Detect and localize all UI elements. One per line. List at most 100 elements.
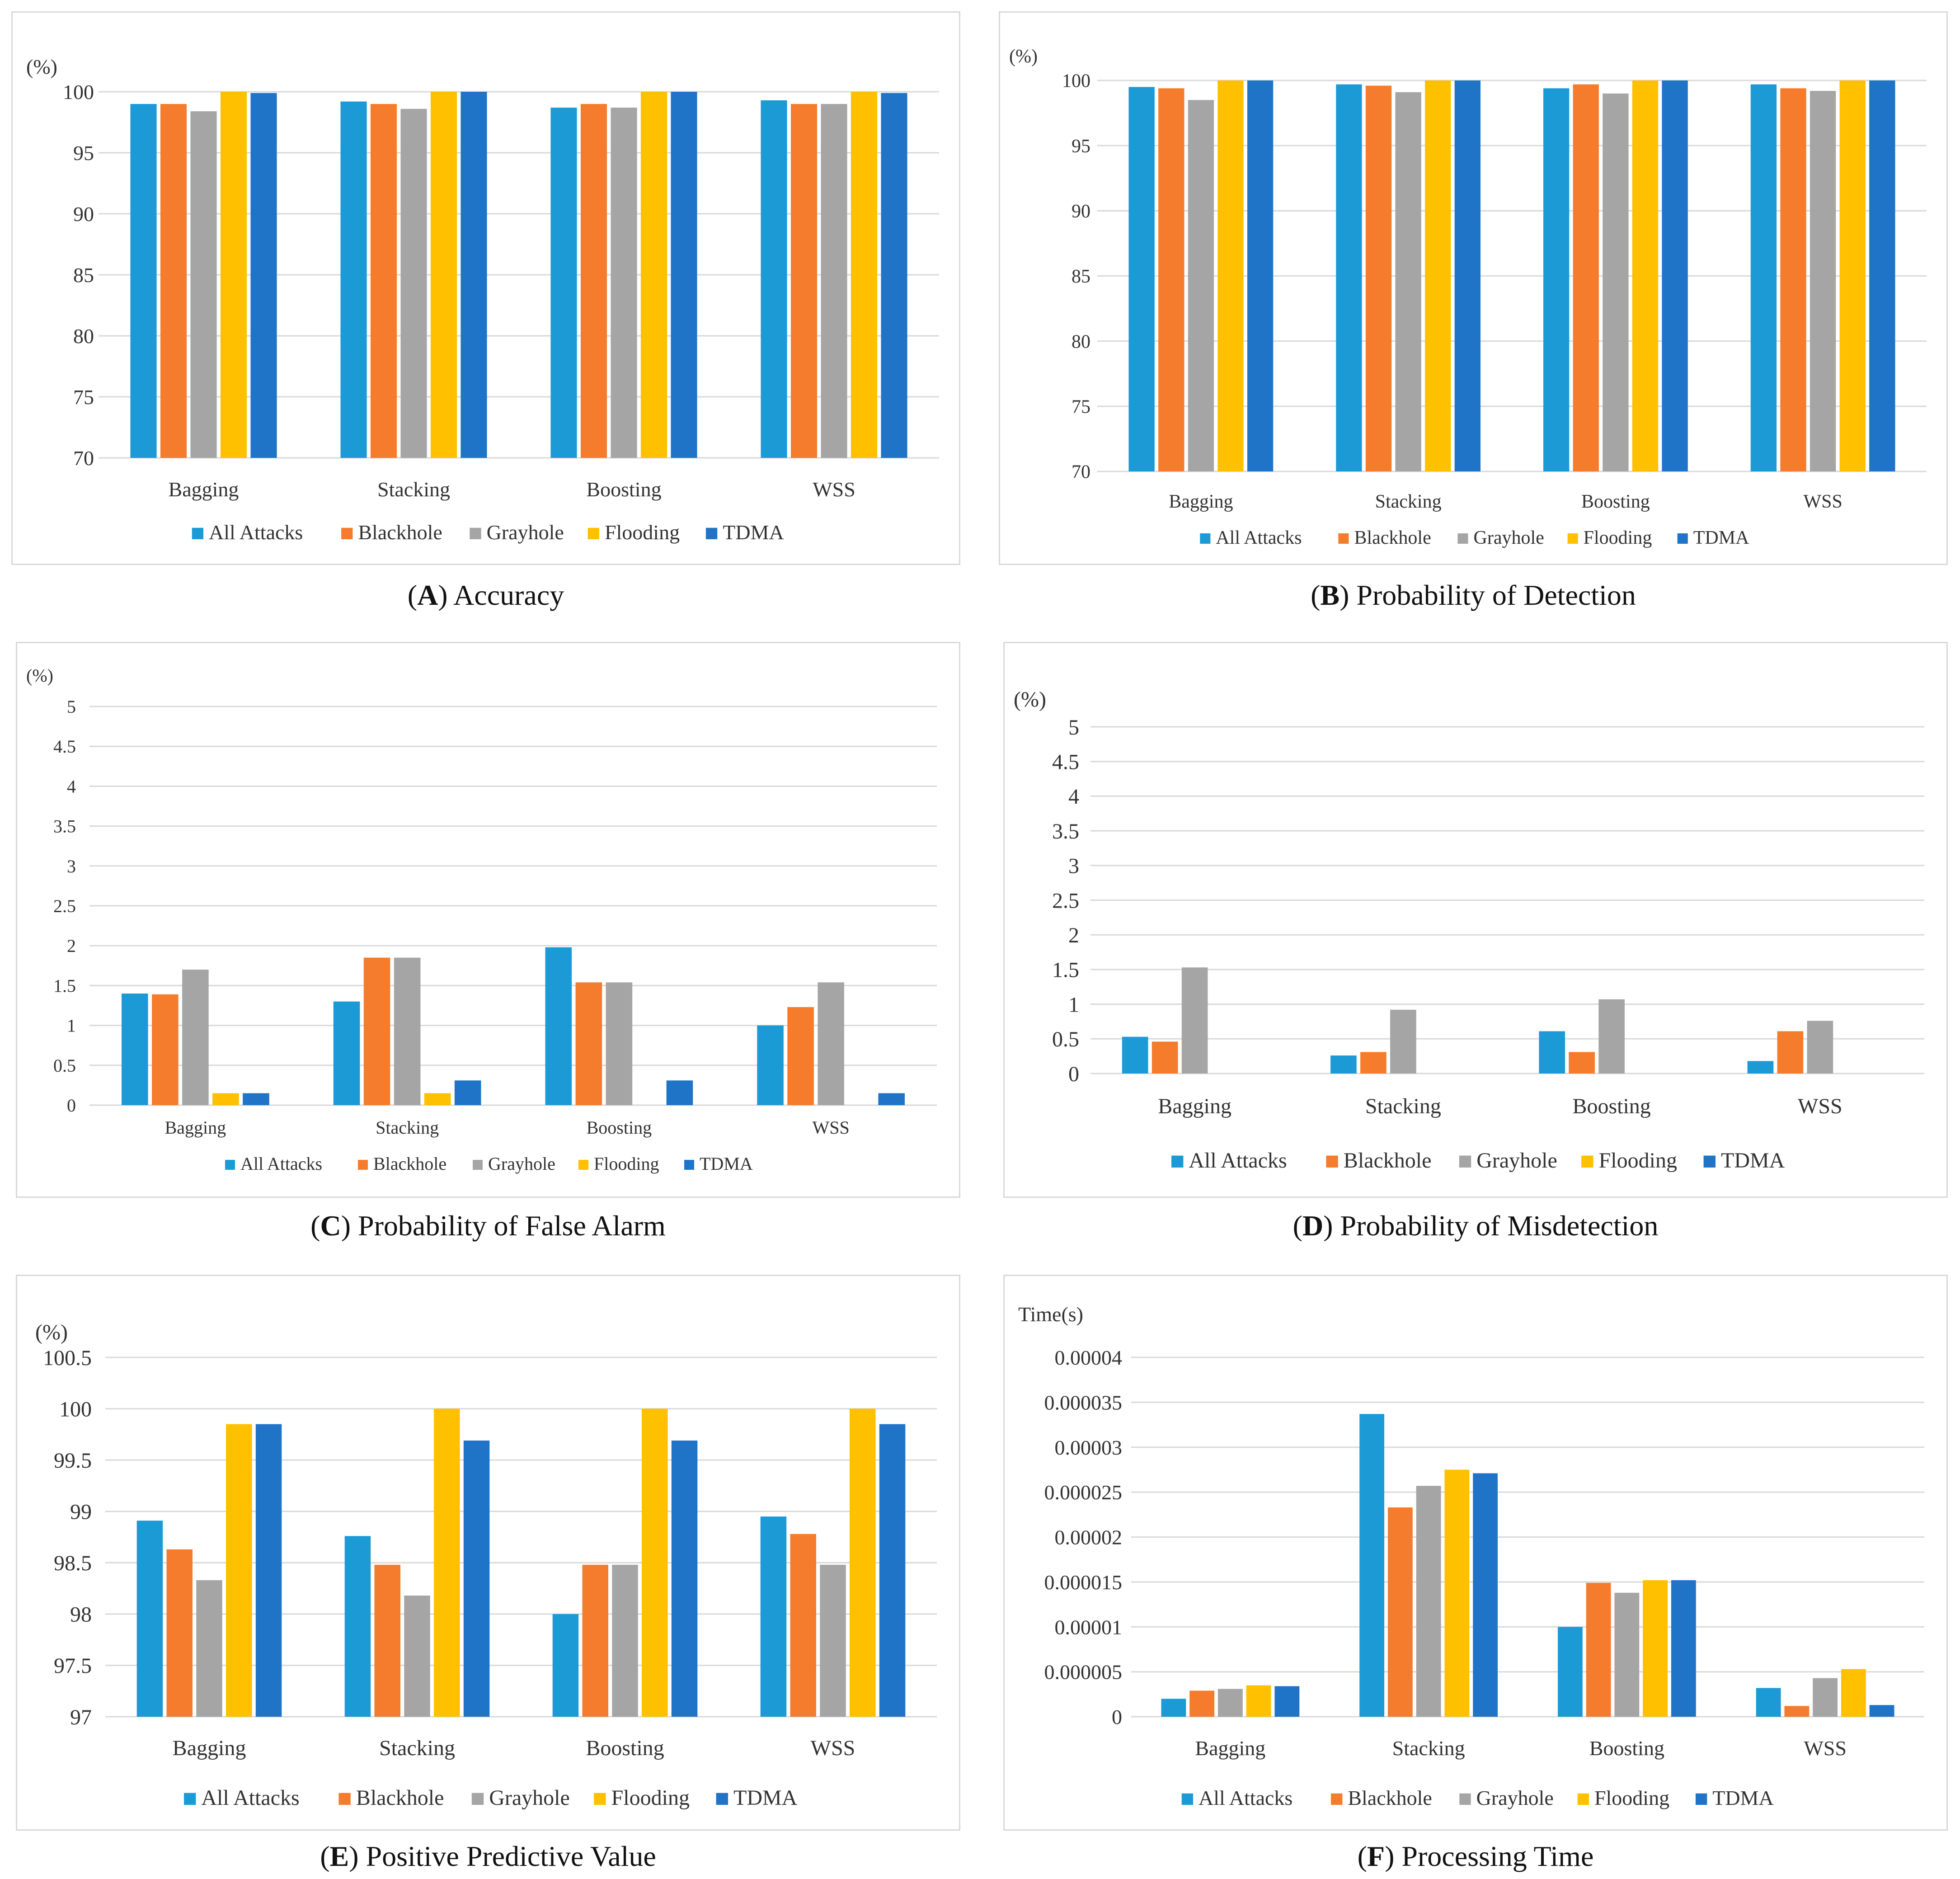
x-category-label: Boosting — [586, 1736, 664, 1760]
bar-grayhole-stacking — [400, 108, 427, 458]
y-axis-label: (%) — [1014, 688, 1046, 711]
y-tick-label: 80 — [73, 325, 94, 348]
bar-blackhole-stacking — [374, 1564, 400, 1717]
legend-label-tdma: TDMA — [1712, 1786, 1773, 1809]
bar-all-attacks-wss — [760, 1516, 787, 1717]
y-tick-label: 0.000025 — [1044, 1481, 1123, 1504]
bar-tdma-wss — [1869, 80, 1895, 471]
bar-blackhole-stacking — [1360, 1052, 1387, 1074]
y-tick-label: 0 — [67, 1095, 76, 1116]
legend-label-blackhole: Blackhole — [358, 521, 442, 544]
legend-swatch-tdma — [1677, 533, 1688, 544]
legend-swatch-tdma — [705, 527, 718, 539]
y-tick-label: 3.5 — [53, 816, 76, 837]
legend-swatch-all-attacks — [184, 1793, 196, 1805]
caption-processing-time: (F) Processing Time — [1357, 1840, 1594, 1872]
x-category-label: Stacking — [377, 478, 450, 501]
y-axis-label: (%) — [1009, 46, 1038, 67]
legend-label-flooding: Flooding — [1599, 1149, 1677, 1173]
bar-flooding-boosting — [1643, 1580, 1668, 1717]
bar-all-attacks-stacking — [1330, 1055, 1357, 1074]
legend-swatch-blackhole — [1331, 1793, 1343, 1805]
legend-label-blackhole: Blackhole — [1354, 527, 1431, 548]
y-axis-label: (%) — [26, 55, 57, 78]
legend-swatch-all-attacks — [1181, 1793, 1194, 1805]
bar-grayhole-wss — [1807, 1021, 1833, 1074]
bar-grayhole-wss — [1810, 91, 1836, 472]
legend-label-grayhole: Grayhole — [487, 521, 564, 544]
legend-label-all-attacks: All Attacks — [201, 1786, 299, 1810]
x-category-label: Boosting — [1589, 1737, 1664, 1760]
legend-swatch-grayhole — [1457, 533, 1468, 544]
y-tick-label: 80 — [1072, 331, 1090, 352]
legend-swatch-flooding — [1567, 533, 1578, 544]
y-tick-label: 0 — [1112, 1705, 1122, 1728]
bar-all-attacks-stacking — [344, 1536, 371, 1717]
bar-all-attacks-bagging — [136, 1521, 163, 1717]
y-tick-label: 4.5 — [53, 736, 76, 757]
bar-all-attacks-boosting — [1543, 88, 1570, 472]
y-axis-label: Time(s) — [1018, 1303, 1083, 1326]
bar-tdma-wss — [878, 1093, 905, 1105]
y-tick-label: 70 — [73, 447, 94, 470]
legend-label-all-attacks: All Attacks — [1189, 1149, 1287, 1173]
x-category-label: Boosting — [587, 1117, 652, 1138]
legend-label-blackhole: Blackhole — [1348, 1786, 1432, 1809]
chart-probability-of-false-alarm: (%) 0 0.5 1 1.5 2 2.5 3 3.5 4 4.5 5 Bagging Stacking B… — [26, 665, 937, 1174]
y-tick-label: 0.000005 — [1044, 1661, 1123, 1684]
bar-flooding-bagging — [212, 1093, 239, 1105]
bar-blackhole-bagging — [166, 1549, 193, 1717]
bar-all-attacks-stacking — [333, 1001, 360, 1105]
legend-label-grayhole: Grayhole — [1476, 1786, 1554, 1809]
legend-swatch-all-attacks — [1200, 533, 1211, 544]
bar-flooding-bagging — [226, 1424, 252, 1717]
bar-grayhole-bagging — [182, 970, 209, 1105]
y-tick-label: 75 — [73, 386, 94, 409]
bar-all-attacks-wss — [1750, 84, 1777, 471]
legend-swatch-grayhole — [473, 1160, 483, 1170]
x-category-label: Bagging — [173, 1736, 246, 1760]
x-category-label: Stacking — [1365, 1094, 1441, 1118]
x-category-label: Boosting — [586, 478, 661, 501]
chart-panel-processing-time: Time(s) 0 0.000005 0.00001 0.000015 0.00002 0.… — [1003, 1275, 1948, 1831]
y-tick-label: 75 — [1072, 397, 1090, 418]
bar-blackhole-wss — [1780, 88, 1806, 472]
y-tick-label: 0.00004 — [1055, 1346, 1123, 1369]
bar-flooding-wss — [1839, 80, 1866, 471]
bar-grayhole-stacking — [1395, 92, 1421, 471]
bar-blackhole-wss — [787, 1007, 814, 1105]
bar-all-attacks-wss — [757, 1025, 784, 1105]
y-tick-label: 98 — [70, 1603, 92, 1627]
x-category-label: Stacking — [379, 1736, 455, 1760]
y-tick-label: 3 — [1068, 854, 1079, 878]
legend-swatch-tdma — [684, 1160, 694, 1170]
y-tick-label: 4.5 — [1052, 750, 1079, 774]
x-category-label: Bagging — [1169, 491, 1233, 512]
legend-label-all-attacks: All Attacks — [209, 521, 303, 544]
x-category-label: Stacking — [1375, 491, 1442, 512]
x-category-label: WSS — [1804, 1737, 1847, 1760]
bar-blackhole-bagging — [1189, 1691, 1215, 1717]
y-tick-label: 4 — [1068, 785, 1079, 809]
bar-grayhole-boosting — [1603, 93, 1629, 472]
bar-blackhole-bagging — [1152, 1041, 1178, 1074]
bar-grayhole-bagging — [1217, 1689, 1243, 1717]
y-tick-label: 2 — [1068, 923, 1079, 947]
y-tick-label: 3.5 — [1052, 819, 1079, 843]
y-tick-label: 0 — [1068, 1062, 1079, 1086]
x-category-label: WSS — [1798, 1094, 1842, 1118]
legend-label-tdma: TDMA — [1693, 527, 1749, 548]
x-category-label: Bagging — [1195, 1737, 1265, 1760]
bar-blackhole-stacking — [370, 104, 397, 458]
chart-panel-probability-of-detection: (%) 70 75 80 85 90 95 100 Bagging Stacking Boostin… — [999, 11, 1948, 565]
bar-flooding-bagging — [1246, 1685, 1271, 1717]
legend-swatch-flooding — [1581, 1155, 1593, 1168]
bar-flooding-boosting — [642, 1408, 668, 1717]
legend-swatch-all-attacks — [1171, 1155, 1184, 1168]
x-category-label: Bagging — [169, 478, 239, 501]
legend-label-tdma: TDMA — [700, 1154, 753, 1174]
bar-all-attacks-bagging — [122, 994, 148, 1105]
bar-blackhole-boosting — [580, 104, 607, 458]
caption-probability-of-false-alarm: (C) Probability of False Alarm — [310, 1210, 666, 1242]
bar-grayhole-bagging — [196, 1580, 222, 1717]
